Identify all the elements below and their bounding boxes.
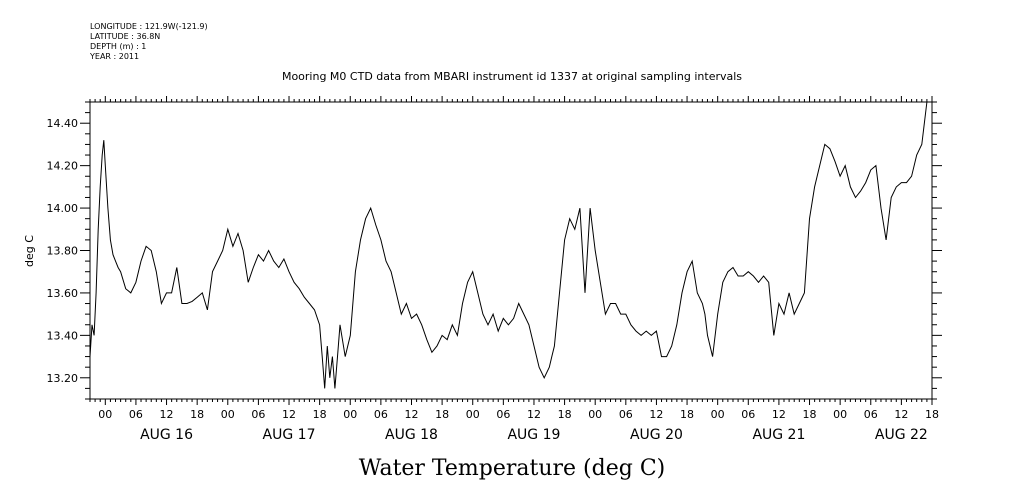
y-tick-label: 14.40	[47, 117, 79, 130]
series-line	[89, 101, 928, 389]
day-label: AUG 21	[752, 427, 805, 443]
tick-marks	[80, 96, 942, 405]
x-tick-label: 06	[129, 408, 143, 421]
x-axis-label: Water Temperature (deg C)	[359, 456, 666, 481]
x-tick-label: 06	[374, 408, 388, 421]
x-tick-label: 06	[619, 408, 633, 421]
x-tick-label: 12	[282, 408, 296, 421]
x-tick-label: 18	[680, 408, 694, 421]
day-label: AUG 17	[263, 427, 316, 443]
y-tick-label: 14.00	[47, 202, 79, 215]
day-label: AUG 22	[875, 427, 928, 443]
x-tick-labels: 00 06 12 18 00 06 12 18 00 06 12 18 00 06 12 18 00 06 12 18…	[98, 408, 939, 421]
x-tick-label: 18	[435, 408, 449, 421]
x-tick-label: 18	[558, 408, 572, 421]
longitude-text: LONGITUDE : 121.9W(-121.9)	[90, 22, 208, 31]
x-tick-label: 18	[313, 408, 327, 421]
x-tick-label: 12	[649, 408, 663, 421]
y-tick-label: 14.20	[47, 160, 79, 173]
x-tick-label: 12	[160, 408, 174, 421]
x-tick-label: 00	[833, 408, 847, 421]
metadata-block: LONGITUDE : 121.9W(-121.9) LATITUDE : 36…	[90, 22, 208, 62]
y-tick-labels: 13.20 13.40 13.60 13.80 14.00 14.20 14.40	[47, 117, 79, 385]
x-tick-label: 12	[404, 408, 418, 421]
x-tick-label: 00	[221, 408, 235, 421]
x-tick-label: 12	[894, 408, 908, 421]
y-tick-label: 13.60	[47, 287, 79, 300]
day-label: AUG 18	[385, 427, 438, 443]
day-label: AUG 20	[630, 427, 683, 443]
x-tick-label: 00	[343, 408, 357, 421]
x-tick-label: 18	[925, 408, 939, 421]
x-tick-label: 06	[251, 408, 265, 421]
y-axis-label: deg C	[23, 235, 36, 267]
plot-frame	[89, 101, 933, 400]
x-tick-label: 12	[527, 408, 541, 421]
x-tick-label: 00	[711, 408, 725, 421]
y-tick-label: 13.20	[47, 372, 79, 385]
day-labels: AUG 16 AUG 17 AUG 18 AUG 19 AUG 20 AUG 21 AUG …	[140, 427, 928, 443]
depth-text: DEPTH (m) : 1	[90, 42, 147, 51]
day-label: AUG 16	[140, 427, 193, 443]
x-tick-label: 06	[864, 408, 878, 421]
year-text: YEAR : 2011	[90, 52, 140, 61]
y-tick-label: 13.80	[47, 245, 79, 258]
latitude-text: LATITUDE : 36.8N	[90, 32, 161, 41]
y-tick-label: 13.40	[47, 329, 79, 342]
x-tick-label: 00	[588, 408, 602, 421]
chart-title: Mooring M0 CTD data from MBARI instrumen…	[282, 70, 742, 83]
x-tick-label: 06	[496, 408, 510, 421]
x-tick-label: 18	[190, 408, 204, 421]
x-tick-label: 06	[741, 408, 755, 421]
x-tick-label: 18	[803, 408, 817, 421]
x-tick-label: 00	[466, 408, 480, 421]
x-tick-label: 00	[98, 408, 112, 421]
x-tick-label: 12	[772, 408, 786, 421]
day-label: AUG 19	[507, 427, 560, 443]
